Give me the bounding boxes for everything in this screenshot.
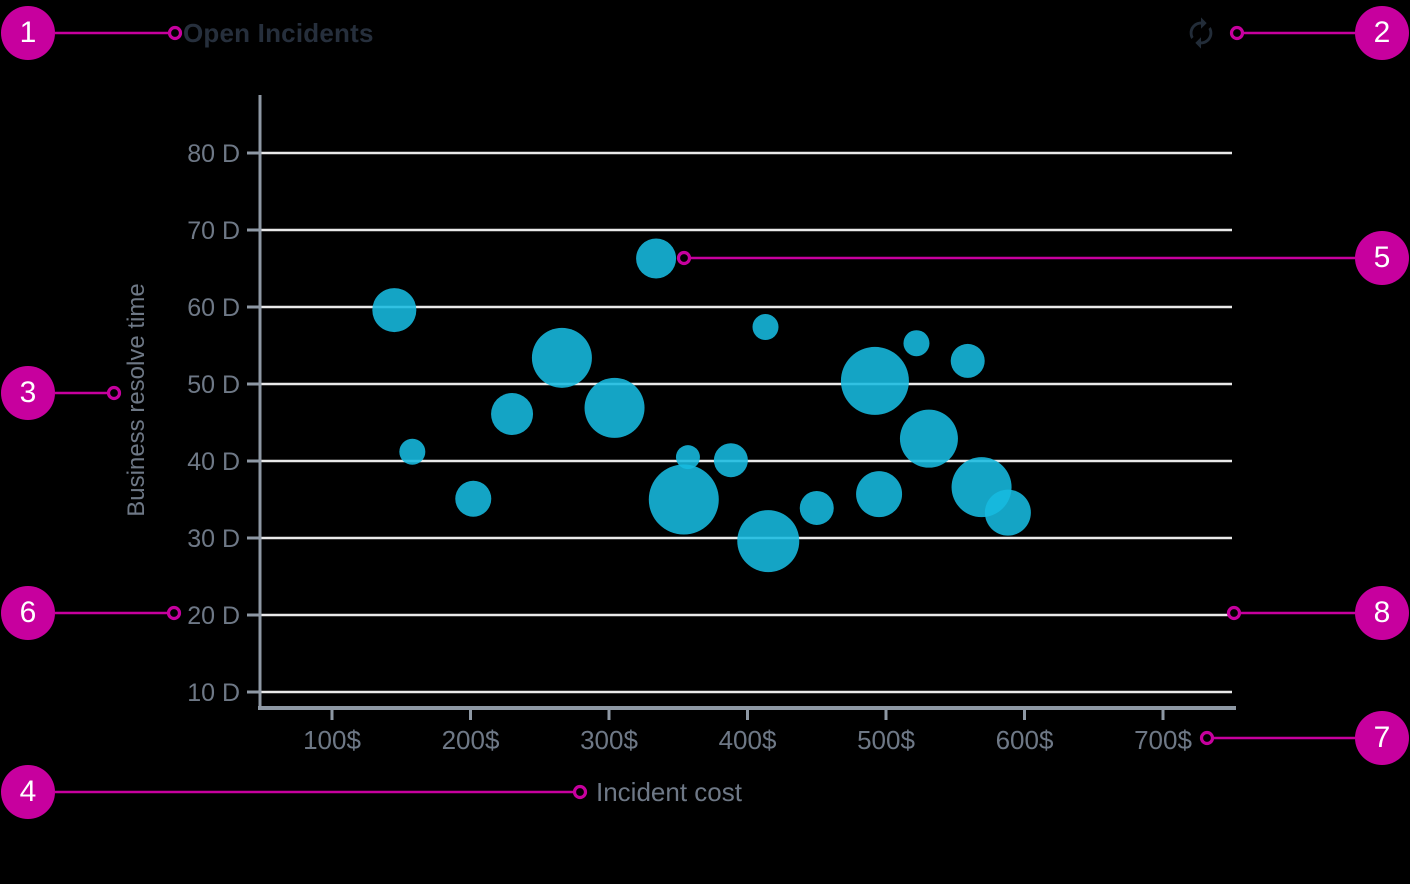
callout-marker-5: [676, 250, 692, 266]
x-tick-label-600: 600$: [996, 725, 1054, 755]
callout-marker-8: [1226, 605, 1242, 621]
bubble-3[interactable]: [491, 393, 534, 436]
bubble-6[interactable]: [636, 238, 677, 279]
callout-badge-2: 2: [1355, 6, 1409, 60]
y-tick-label-20: 20 D: [187, 602, 240, 630]
bubble-10[interactable]: [752, 314, 779, 341]
bubble-11[interactable]: [737, 510, 800, 573]
bubble-9[interactable]: [713, 443, 748, 478]
x-tick-label-500: 500$: [857, 725, 915, 755]
bubble-5[interactable]: [584, 377, 645, 438]
callout-marker-6: [166, 605, 182, 621]
chart-title: Open Incidents: [183, 18, 374, 48]
callout-badge-4: 4: [1, 765, 55, 819]
x-tick-label-400: 400$: [719, 725, 777, 755]
refresh-button[interactable]: [1184, 16, 1218, 50]
bubble-1[interactable]: [399, 438, 426, 465]
bubble-8[interactable]: [675, 445, 700, 470]
callout-badge-8: 8: [1355, 586, 1409, 640]
y-tick-label-80: 80 D: [187, 140, 240, 168]
refresh-icon: [1189, 17, 1213, 49]
callout-marker-3: [106, 385, 122, 401]
callout-badge-7: 7: [1355, 711, 1409, 765]
callout-marker-4: [572, 784, 588, 800]
y-axis-label: Business resolve time: [123, 283, 150, 517]
callout-marker-1: [167, 25, 183, 41]
y-tick-label-60: 60 D: [187, 294, 240, 322]
bubble-0[interactable]: [372, 288, 417, 333]
bubble-16[interactable]: [899, 409, 958, 468]
bubble-15[interactable]: [903, 330, 930, 357]
callout-badge-1: 1: [1, 6, 55, 60]
bubble-12[interactable]: [799, 490, 834, 525]
bubble-4[interactable]: [531, 327, 592, 388]
callout-marker-7: [1199, 730, 1215, 746]
x-tick-label-100: 100$: [303, 725, 361, 755]
y-tick-label-70: 70 D: [187, 217, 240, 245]
callout-badge-5: 5: [1355, 231, 1409, 285]
bubble-19[interactable]: [984, 489, 1031, 536]
y-tick-label-40: 40 D: [187, 448, 240, 476]
x-tick-label-300: 300$: [580, 725, 638, 755]
x-axis-label: Incident cost: [596, 777, 742, 807]
bubble-17[interactable]: [950, 343, 985, 378]
bubble-14[interactable]: [856, 471, 903, 518]
bubble-7[interactable]: [648, 464, 719, 535]
x-tick-label-200: 200$: [442, 725, 500, 755]
x-tick-label-700: 700$: [1134, 725, 1192, 755]
bubble-2[interactable]: [455, 480, 492, 517]
y-tick-label-30: 30 D: [187, 525, 240, 553]
callout-badge-6: 6: [1, 586, 55, 640]
y-tick-label-10: 10 D: [187, 679, 240, 707]
y-tick-label-50: 50 D: [187, 371, 240, 399]
callout-badge-3: 3: [1, 366, 55, 420]
bubble-13[interactable]: [840, 346, 909, 415]
callout-marker-2: [1229, 25, 1245, 41]
